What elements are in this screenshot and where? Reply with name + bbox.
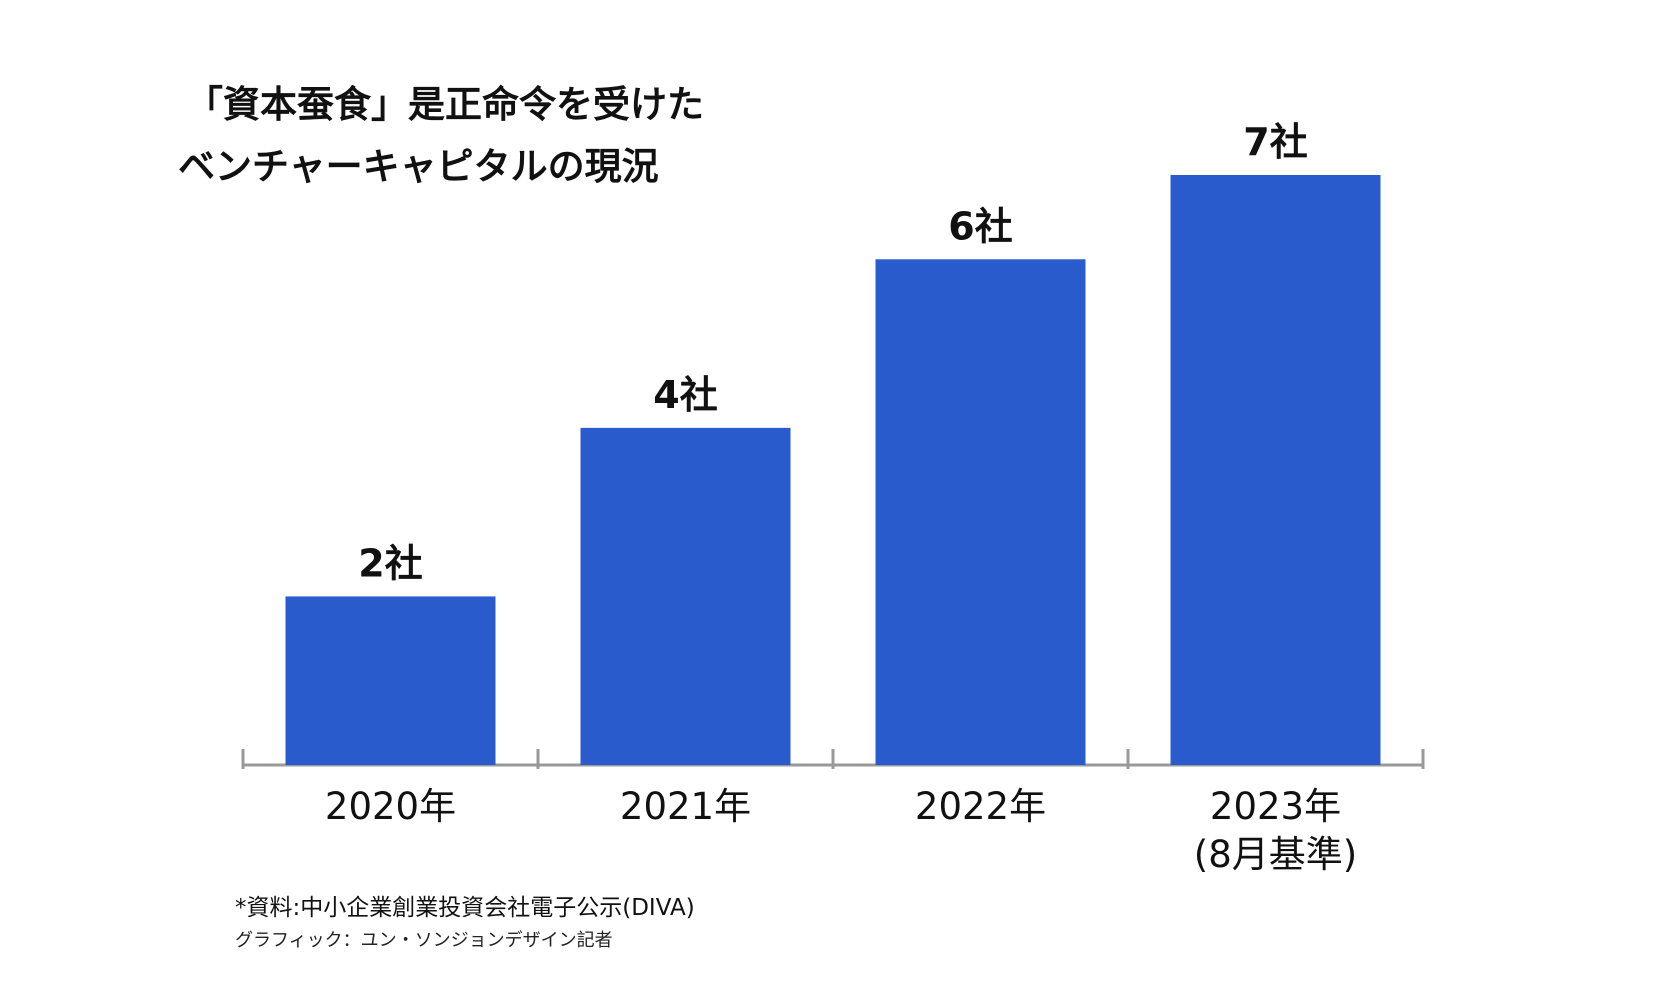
bar xyxy=(1170,175,1381,765)
bar xyxy=(875,259,1086,765)
chart-title-line-2: ベンチャーキャピタルの現況 xyxy=(178,145,659,188)
bar xyxy=(285,596,496,765)
bar xyxy=(580,427,791,765)
chart-title: 「資本蚕食」是正命令を受けた ベンチャーキャピタルの現況 xyxy=(178,74,704,198)
x-tick-label: 2023年 xyxy=(1210,785,1341,828)
data-label: 6社 xyxy=(948,204,1012,248)
x-tick-label: 2021年 xyxy=(620,785,751,828)
graphic-credit: グラフィック：ユン・ソンジョンデザイン記者 xyxy=(235,930,613,951)
x-tick-label: (8月基準) xyxy=(1194,833,1357,876)
x-tick-label: 2022年 xyxy=(915,785,1046,828)
x-tick-label: 2020年 xyxy=(325,785,456,828)
chart-title-line-1: 「資本蚕食」是正命令を受けた xyxy=(186,83,704,126)
source-note: *資料:中小企業創業投資会社電子公示(DIVA) xyxy=(235,895,695,921)
data-label: 4社 xyxy=(653,373,717,417)
data-label: 2社 xyxy=(358,541,422,585)
data-label: 7社 xyxy=(1243,120,1307,164)
